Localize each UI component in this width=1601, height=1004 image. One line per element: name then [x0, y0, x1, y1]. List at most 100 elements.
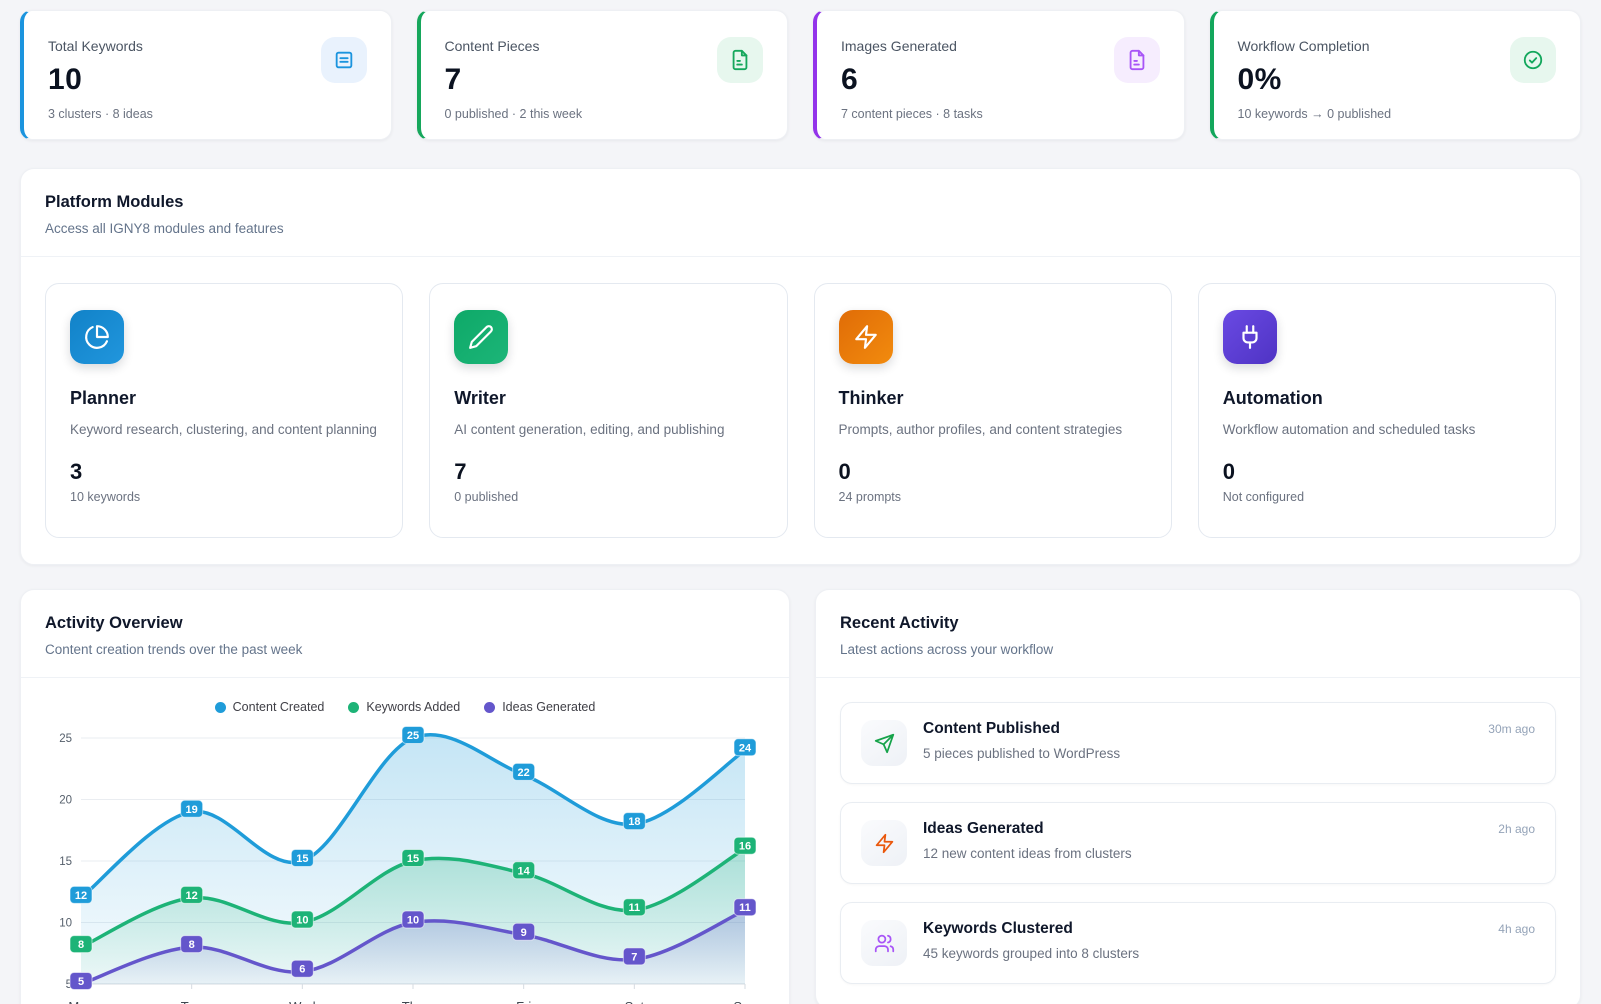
stat-label: Total Keywords [48, 38, 143, 54]
stat-label: Workflow Completion [1237, 38, 1370, 54]
activity-overview-header: Activity Overview Content creation trend… [21, 590, 789, 678]
svg-text:7: 7 [631, 951, 637, 963]
platform-modules-header: Platform Modules Access all IGNY8 module… [21, 169, 1580, 257]
activity-overview-panel: Activity Overview Content creation trend… [20, 589, 790, 1004]
svg-text:Mon: Mon [68, 999, 93, 1004]
activity-description: 45 keywords grouped into 8 clusters [923, 946, 1140, 961]
activity-title: Content Published [923, 720, 1060, 737]
svg-text:8: 8 [189, 939, 195, 951]
send-icon [861, 720, 907, 766]
svg-text:10: 10 [407, 915, 419, 927]
stat-value: 0% [1237, 63, 1282, 96]
module-value: 0 [1222, 458, 1235, 484]
module-card-automation[interactable]: Automation Workflow automation and sched… [1197, 283, 1556, 538]
svg-text:18: 18 [628, 816, 640, 828]
bottom-row: Activity Overview Content creation trend… [20, 589, 1581, 1004]
stat-value: 6 [841, 63, 859, 96]
module-value: 0 [838, 458, 851, 484]
legend-item[interactable]: Ideas Generated [484, 700, 595, 714]
module-value: 3 [70, 458, 83, 484]
svg-text:5: 5 [78, 976, 84, 988]
users-icon [861, 920, 907, 966]
svg-text:25: 25 [59, 733, 72, 745]
section-subtitle: Content creation trends over the past we… [45, 642, 303, 657]
svg-text:15: 15 [407, 853, 419, 865]
legend-dot [348, 701, 360, 713]
module-caption: 0 published [454, 489, 519, 504]
activity-line-chart: 5 10 15 20 25 Mon Tue Wed Thu Fri Sat Sun 12 19 15 25 22… [59, 726, 757, 1004]
activity-item-content-published: Content Published 30m ago 5 pieces publi… [840, 702, 1556, 784]
activity-body: Content Published 30m ago 5 pieces publi… [923, 720, 1535, 761]
platform-modules-panel: Platform Modules Access all IGNY8 module… [20, 168, 1581, 565]
module-description: Keyword research, clustering, and conten… [70, 422, 377, 437]
svg-text:12: 12 [75, 890, 87, 902]
module-description: AI content generation, editing, and publ… [454, 422, 725, 437]
svg-text:10: 10 [59, 918, 72, 930]
list-square-icon [320, 37, 367, 83]
svg-text:16: 16 [739, 841, 751, 853]
recent-activity-panel: Recent Activity Latest actions across yo… [815, 589, 1581, 1004]
zap-icon [838, 310, 893, 364]
legend-label: Ideas Generated [502, 700, 596, 714]
stat-label: Content Pieces [444, 38, 540, 54]
module-name: Automation [1222, 388, 1323, 408]
module-caption: 24 prompts [838, 489, 902, 504]
svg-text:22: 22 [518, 767, 530, 779]
svg-text:Tue: Tue [181, 999, 203, 1004]
activity-list: Content Published 30m ago 5 pieces publi… [816, 678, 1580, 1004]
stat-caption: 0 published · 2 this week [444, 107, 583, 121]
module-card-planner[interactable]: Planner Keyword research, clustering, an… [45, 283, 404, 538]
section-subtitle: Latest actions across your workflow [840, 642, 1054, 657]
svg-text:11: 11 [629, 902, 641, 914]
chart-legend: Content Created Keywords Added Ideas Gener… [41, 692, 769, 724]
activity-item-ideas-generated: Ideas Generated 2h ago 12 new content id… [840, 802, 1556, 884]
stat-caption: 3 clusters · 8 ideas [48, 107, 153, 121]
chart-area: Content Created Keywords Added Ideas Gener… [21, 678, 789, 1004]
legend-label: Keywords Added [366, 700, 461, 714]
module-card-writer[interactable]: Writer AI content generation, editing, a… [429, 283, 788, 538]
stat-value: 10 [48, 63, 83, 96]
svg-text:Sun: Sun [733, 999, 756, 1004]
activity-time: 4h ago [1498, 922, 1535, 936]
module-name: Writer [454, 388, 506, 408]
stat-label: Images Generated [841, 38, 957, 54]
svg-text:25: 25 [407, 730, 419, 742]
pencil-icon [454, 310, 509, 364]
activity-time: 2h ago [1498, 822, 1535, 836]
section-title: Platform Modules [45, 193, 184, 211]
stat-card-images-generated: Images Generated 6 7 content pieces · 8 … [813, 10, 1185, 140]
svg-text:15: 15 [59, 856, 72, 868]
svg-text:Sat: Sat [625, 999, 645, 1004]
svg-text:14: 14 [518, 865, 531, 877]
svg-text:11: 11 [739, 902, 751, 914]
module-description: Prompts, author profiles, and content st… [838, 422, 1123, 437]
svg-text:Fri: Fri [516, 999, 531, 1004]
svg-text:19: 19 [186, 804, 198, 816]
svg-text:9: 9 [521, 927, 527, 939]
legend-label: Content Created [232, 700, 325, 714]
svg-text:15: 15 [296, 853, 308, 865]
stats-row: Total Keywords 10 3 clusters · 8 ideas C… [20, 10, 1581, 140]
activity-body: Keywords Clustered 4h ago 45 keywords gr… [923, 920, 1535, 961]
svg-text:6: 6 [299, 964, 305, 976]
activity-description: 12 new content ideas from clusters [923, 846, 1132, 861]
activity-body: Ideas Generated 2h ago 12 new content id… [923, 820, 1535, 861]
svg-text:12: 12 [186, 890, 198, 902]
module-card-thinker[interactable]: Thinker Prompts, author profiles, and co… [813, 283, 1172, 538]
legend-dot [484, 701, 496, 713]
section-title: Recent Activity [840, 614, 959, 632]
stat-card-workflow-completion: Workflow Completion 0% 10 keywords → 0 p… [1209, 10, 1581, 140]
stat-value: 7 [444, 63, 462, 96]
activity-time: 30m ago [1488, 722, 1535, 736]
file-text-icon [1113, 37, 1160, 83]
module-caption: Not configured [1222, 489, 1305, 504]
recent-activity-header: Recent Activity Latest actions across yo… [816, 590, 1580, 678]
legend-item[interactable]: Keywords Added [348, 700, 460, 714]
check-circle-icon [1510, 37, 1556, 83]
module-description: Workflow automation and scheduled tasks [1222, 422, 1476, 437]
legend-item[interactable]: Content Created [214, 700, 325, 714]
svg-text:8: 8 [78, 939, 84, 951]
modules-grid: Planner Keyword research, clustering, an… [21, 257, 1580, 564]
activity-title: Keywords Clustered [923, 920, 1073, 937]
